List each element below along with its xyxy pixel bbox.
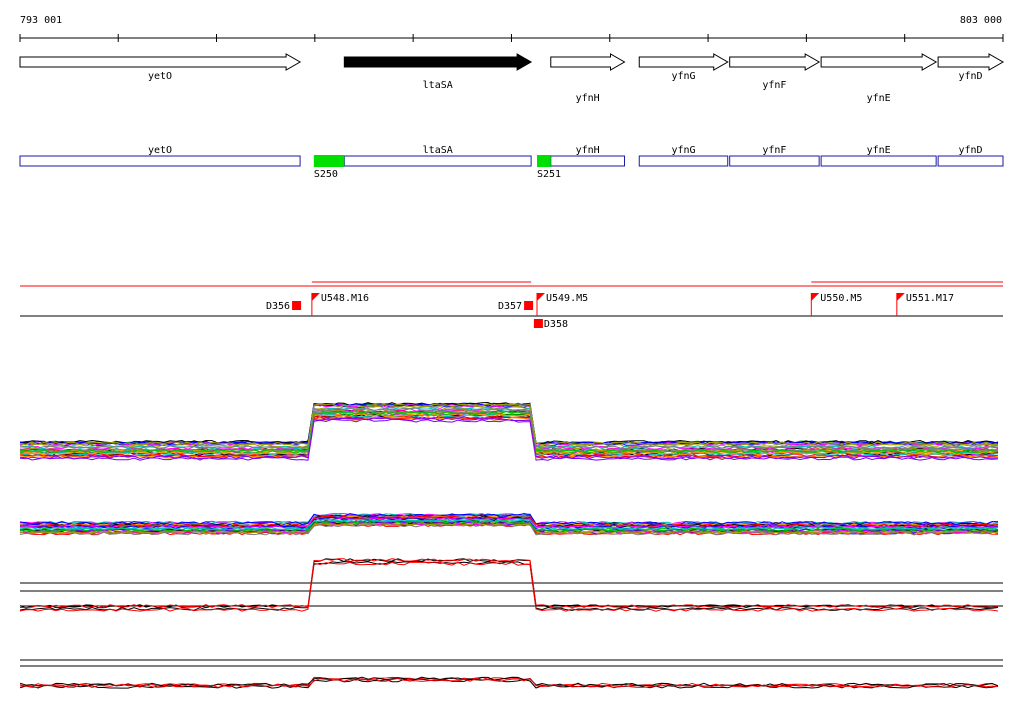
ruler-start-label: 793 001 xyxy=(20,15,62,26)
expression-trace xyxy=(19,407,999,450)
gene-label: yfnF xyxy=(762,80,786,91)
upstream-flag xyxy=(811,293,820,301)
segment-label: yfnF xyxy=(762,145,786,156)
upstream-feature-label: U549.M5 xyxy=(546,293,588,304)
expression-trace xyxy=(19,403,999,446)
expression-trace xyxy=(19,677,999,689)
gene-label: ltaSA xyxy=(423,80,453,91)
segment-site-label: S251 xyxy=(537,169,561,180)
gene-arrow-yfnG xyxy=(638,53,729,71)
expression-trace xyxy=(19,401,999,444)
segment-label: yfnE xyxy=(867,145,891,156)
expression-trace xyxy=(19,513,998,526)
expression-trace xyxy=(19,407,999,450)
upstream-flag xyxy=(311,293,320,301)
gene-arrow-yfnH xyxy=(550,53,626,71)
segment-box-yfnE xyxy=(820,155,937,167)
expression-panel xyxy=(19,558,1003,612)
gene-label: yfnH xyxy=(576,93,600,104)
downstream-marker xyxy=(292,301,302,310)
expression-trace xyxy=(19,417,999,460)
segment-label: ltaSA xyxy=(423,145,453,156)
gene-annotation-track: yetO ltaSA yfnH yfnG yfnF yfnE yfnD xyxy=(19,53,1005,104)
expression-trace xyxy=(19,411,999,453)
segment-track: yetO ltaSA yfnH yfnG yfnF yfnE yfnD S250 S251 xyxy=(19,145,1004,180)
gene-arrow-yetO xyxy=(19,53,302,71)
gene-label: yfnE xyxy=(867,93,891,104)
downstream-marker xyxy=(524,301,534,310)
segment-box-ltaSA xyxy=(343,155,532,167)
expression-panel xyxy=(19,659,1003,689)
expression-trace xyxy=(19,403,999,446)
segment-site-marker xyxy=(313,155,345,167)
gene-arrow-yfnF xyxy=(729,53,821,71)
downstream-feature-label: D356 xyxy=(266,301,290,312)
expression-profile-panels xyxy=(19,401,1003,689)
downstream-marker xyxy=(533,319,543,328)
expression-trace xyxy=(19,561,999,612)
segment-box-yfnG xyxy=(638,155,729,167)
gene-label: yetO xyxy=(148,71,172,82)
ruler-end-label: 803 000 xyxy=(960,15,1002,26)
gene-label: yfnG xyxy=(671,71,695,82)
gene-label: yfnD xyxy=(959,71,983,82)
segment-box-yetO xyxy=(19,155,301,167)
upstream-feature-label: U550.M5 xyxy=(820,293,862,304)
expression-trace xyxy=(19,403,999,447)
segment-site-label: S250 xyxy=(314,169,338,180)
expression-trace xyxy=(19,676,999,687)
upstream-flag xyxy=(896,293,905,301)
gene-arrow-yfnD xyxy=(937,53,1005,71)
segment-box-yfnD xyxy=(937,155,1004,167)
expression-trace xyxy=(19,676,999,687)
coordinate-ruler: 793 001 803 000 xyxy=(19,15,1004,42)
expression-trace xyxy=(19,518,999,531)
expression-trace xyxy=(19,413,999,456)
gene-arrow-ltaSA xyxy=(343,53,533,71)
gene-arrow-yfnE xyxy=(820,53,938,71)
downstream-feature-label: D357 xyxy=(498,301,522,312)
expression-panel xyxy=(19,512,999,536)
segment-label: yetO xyxy=(148,145,172,156)
expression-trace xyxy=(20,520,999,533)
expression-trace xyxy=(19,560,999,611)
transcription-feature-track: U548.M16 U549.M5 U550.M5 U551.M17 D356 D357 D3… xyxy=(20,281,1003,330)
segment-label: yfnG xyxy=(671,145,695,156)
segment-label: yfnH xyxy=(576,145,600,156)
upstream-feature-label: U548.M16 xyxy=(321,293,369,304)
segment-label: yfnD xyxy=(959,145,983,156)
ruler-ticks xyxy=(19,34,1004,42)
expression-trace xyxy=(19,405,999,448)
expression-trace xyxy=(20,558,999,609)
segment-box-yfnH xyxy=(550,155,626,167)
segment-site-marker xyxy=(537,155,551,167)
upstream-feature-label: U551.M17 xyxy=(906,293,954,304)
expression-trace xyxy=(19,523,999,536)
expression-panel xyxy=(19,401,999,461)
upstream-flag xyxy=(537,293,546,301)
segment-box-yfnF xyxy=(729,155,820,167)
downstream-feature-label: D358 xyxy=(544,319,568,330)
